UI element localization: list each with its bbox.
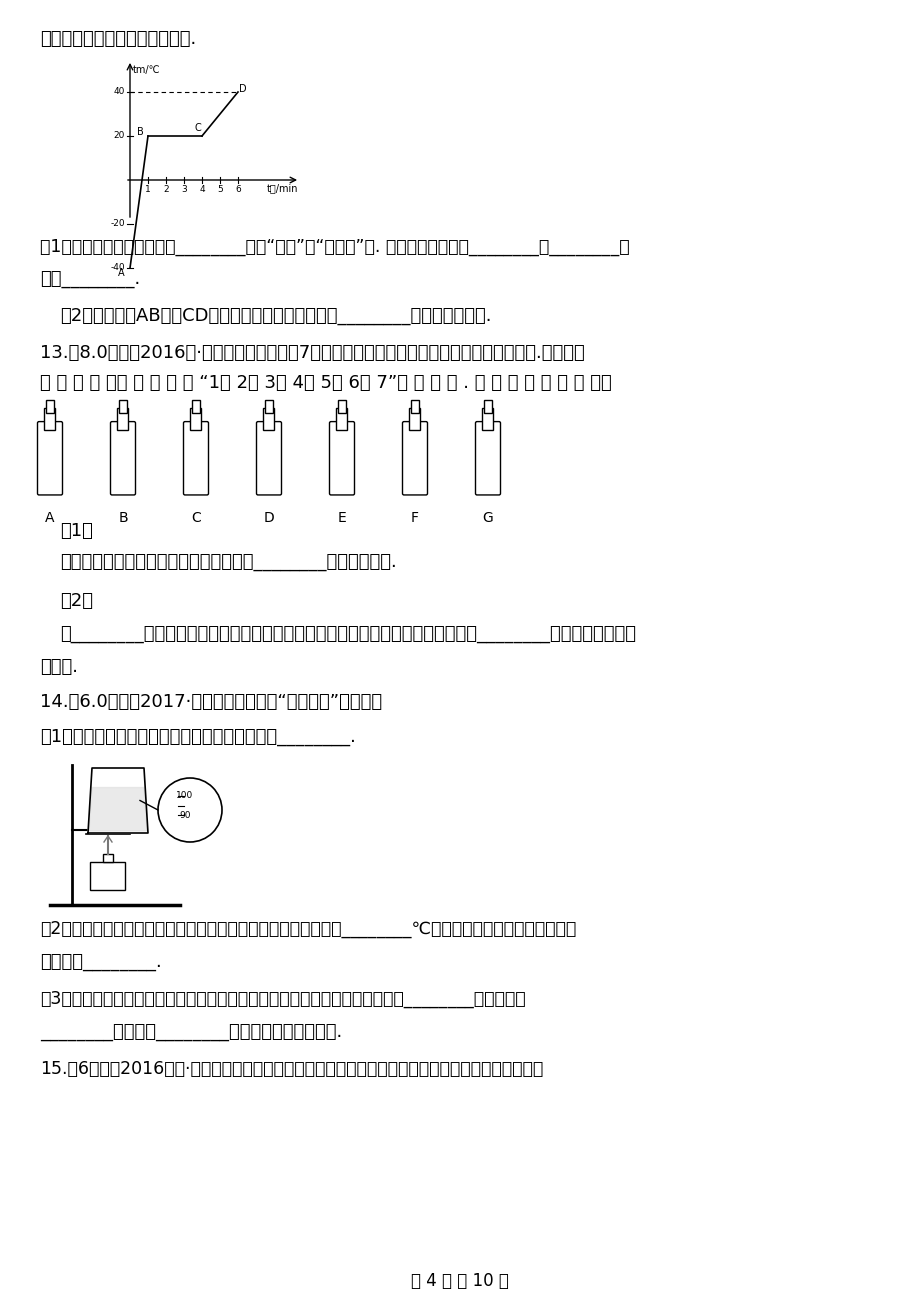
Bar bbox=[118, 409, 129, 430]
Text: 14.（6.0分）（2017·河南模拟）在探究“水的沸腾”实验中；: 14.（6.0分）（2017·河南模拟）在探究“水的沸腾”实验中； bbox=[40, 693, 381, 711]
Bar bbox=[409, 409, 420, 430]
Text: 40: 40 bbox=[114, 87, 125, 96]
Bar bbox=[263, 409, 274, 430]
FancyBboxPatch shape bbox=[183, 422, 209, 495]
Bar bbox=[192, 400, 200, 413]
Text: 调最高.: 调最高. bbox=[40, 658, 78, 676]
FancyBboxPatch shape bbox=[403, 422, 427, 495]
Polygon shape bbox=[88, 768, 148, 833]
Text: E: E bbox=[337, 510, 346, 525]
Bar bbox=[190, 409, 201, 430]
Polygon shape bbox=[89, 788, 147, 831]
Text: D: D bbox=[239, 85, 246, 94]
Text: 吹________（填序号）瓶时，发出的声音音调最高，其原因是该瓶内空气柱振动的________高，所以发声的音: 吹________（填序号）瓶时，发出的声音音调最高，其原因是该瓶内空气柱振动的… bbox=[60, 625, 635, 643]
Text: （2）比较图中AB段和CD段，如果升高相同的温度，________段吸收热量较多.: （2）比较图中AB段和CD段，如果升高相同的温度，________段吸收热量较多… bbox=[60, 307, 491, 326]
Text: 90: 90 bbox=[179, 811, 190, 819]
Bar bbox=[336, 409, 347, 430]
Text: 1: 1 bbox=[145, 185, 151, 194]
Text: 13.（8.0分）（2016八·青岛月考）小强找来7个相同的啺酒瓶，装入不同高度的水，如图所示.用嘴贴着: 13.（8.0分）（2016八·青岛月考）小强找来7个相同的啺酒瓶，装入不同高度… bbox=[40, 344, 584, 362]
Text: B: B bbox=[118, 510, 128, 525]
Bar bbox=[483, 400, 492, 413]
Text: 6: 6 bbox=[235, 185, 241, 194]
Text: t时/min: t时/min bbox=[267, 184, 298, 193]
Text: （2）: （2） bbox=[60, 592, 93, 611]
Bar bbox=[46, 400, 54, 413]
Text: C: C bbox=[195, 122, 201, 133]
Bar bbox=[103, 854, 113, 862]
Text: C: C bbox=[191, 510, 200, 525]
Text: （1）由图象可看出该物质是________（填“晶体”或“非晶体”）. 熔化过程的特点是________、________，: （1）由图象可看出该物质是________（填“晶体”或“非晶体”）. 熔化过程… bbox=[40, 238, 629, 256]
Text: 的温度将________.: 的温度将________. bbox=[40, 953, 162, 971]
Bar bbox=[90, 862, 125, 891]
Text: （3）如果利用硬纸片将烧杯盖得十分紧密，且纸片上无排气孔，则水的沸点会________，这是因为: （3）如果利用硬纸片将烧杯盖得十分紧密，且纸片上无排气孔，则水的沸点会_____… bbox=[40, 990, 525, 1008]
Bar bbox=[119, 400, 127, 413]
Text: ________，生活中________是应用这一原理工作的.: ________，生活中________是应用这一原理工作的. bbox=[40, 1023, 342, 1042]
Text: B: B bbox=[137, 128, 143, 137]
Bar bbox=[405, 479, 424, 493]
Text: 100: 100 bbox=[176, 792, 193, 801]
Text: 4: 4 bbox=[199, 185, 205, 194]
Bar bbox=[113, 449, 132, 493]
Text: -20: -20 bbox=[110, 220, 125, 228]
Text: D: D bbox=[264, 510, 274, 525]
Bar bbox=[411, 400, 419, 413]
Text: （1）: （1） bbox=[60, 522, 93, 540]
Text: A: A bbox=[45, 510, 55, 525]
FancyBboxPatch shape bbox=[329, 422, 354, 495]
Bar bbox=[40, 443, 60, 493]
Bar bbox=[44, 409, 55, 430]
Text: 15.（6分）（2016八上·商水期中）如图将正在发声的小电铃放在连通于抚气机的密闭玻璃罩内，则；: 15.（6分）（2016八上·商水期中）如图将正在发声的小电铃放在连通于抚气机的… bbox=[40, 1060, 542, 1078]
Bar bbox=[265, 400, 273, 413]
Circle shape bbox=[158, 779, 221, 842]
Text: tm/℃: tm/℃ bbox=[133, 65, 161, 76]
Bar bbox=[482, 409, 493, 430]
Text: （1）实验装置如图，实验中还缺少的测量工具是________.: （1）实验装置如图，实验中还缺少的测量工具是________. bbox=[40, 728, 356, 746]
Text: 瓶 口 吹 气 ，发 现 能 吹 出 “1、 2、 3、 4、 5、 6、 7”的 声 音 来 . 请 你 回 答 下 列 问 题：: 瓶 口 吹 气 ，发 现 能 吹 出 “1、 2、 3、 4、 5、 6、 7”… bbox=[40, 374, 611, 392]
Bar bbox=[259, 465, 278, 493]
Text: 3: 3 bbox=[181, 185, 187, 194]
Text: 得的数据绘制了如图所示的图象.: 得的数据绘制了如图所示的图象. bbox=[40, 30, 196, 48]
Text: 20: 20 bbox=[114, 132, 125, 141]
FancyBboxPatch shape bbox=[256, 422, 281, 495]
Text: 5: 5 bbox=[217, 185, 222, 194]
FancyBboxPatch shape bbox=[38, 422, 62, 495]
Text: A: A bbox=[118, 268, 124, 279]
Text: G: G bbox=[482, 510, 493, 525]
Text: -40: -40 bbox=[110, 263, 125, 272]
FancyBboxPatch shape bbox=[475, 422, 500, 495]
Text: 第 4 页 共 10 页: 第 4 页 共 10 页 bbox=[411, 1272, 508, 1290]
Text: 2: 2 bbox=[163, 185, 168, 194]
Bar bbox=[332, 473, 351, 493]
Bar bbox=[337, 400, 346, 413]
Bar bbox=[187, 458, 205, 493]
Text: 内能________.: 内能________. bbox=[40, 270, 140, 288]
Bar bbox=[478, 488, 497, 493]
Text: （2）当水沸腾时，观察温度计的示数如图所示，此时水的沸点是________℃；如果继续给沸腾的水加热，水: （2）当水沸腾时，观察温度计的示数如图所示，此时水的沸点是________℃；如… bbox=[40, 921, 575, 937]
Text: F: F bbox=[411, 510, 418, 525]
Text: 用嘴贴着瓶口吹气，发出的响声是由瓶内________的振动引起的.: 用嘴贴着瓶口吹气，发出的响声是由瓶内________的振动引起的. bbox=[60, 553, 396, 572]
FancyBboxPatch shape bbox=[110, 422, 135, 495]
